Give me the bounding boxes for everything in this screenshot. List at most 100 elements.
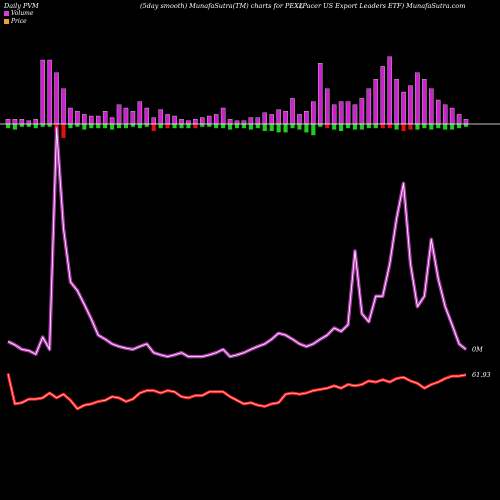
volume-bar-down <box>241 124 247 129</box>
volume-bar-down <box>26 124 31 127</box>
volume-bar-down <box>436 124 441 129</box>
volume-bar-up <box>352 104 358 125</box>
volume-bar-up <box>262 112 267 125</box>
volume-bar-down <box>227 124 233 130</box>
volume-bar-down <box>262 124 267 131</box>
volume-bar-up <box>109 117 115 125</box>
volume-bar-up <box>89 115 94 125</box>
volume-bar-down <box>158 124 163 129</box>
volume-bar-down <box>255 124 260 129</box>
volume-bar-up <box>436 99 441 125</box>
volume-bar-up <box>297 114 302 125</box>
volume-bar-up <box>290 98 295 125</box>
volume-bar-down <box>47 124 52 127</box>
volume-bar-down <box>394 124 399 130</box>
volume-bar-up <box>324 88 330 125</box>
volume-bar-down <box>12 124 18 130</box>
volume-bar-down <box>304 124 309 133</box>
price-line <box>6 373 467 411</box>
volume-bar-down <box>339 124 344 131</box>
volume-bar-down <box>144 124 149 127</box>
volume-bar-up <box>255 117 261 125</box>
volume-bar-up <box>345 101 351 125</box>
volume-bar-down <box>408 124 413 130</box>
volume-bar-up <box>442 104 448 125</box>
volume-bar-up <box>449 107 455 125</box>
volume-bar-up <box>165 114 170 125</box>
volume-bar-up <box>331 104 337 125</box>
volume-bar-down <box>123 124 129 129</box>
volume-bar-up <box>40 59 45 125</box>
volume-bar-up <box>95 115 101 125</box>
volume-bar-up <box>401 91 406 125</box>
volume-bar-down <box>443 124 448 130</box>
volume-bar-down <box>318 124 323 127</box>
volume-bar-down <box>165 124 170 129</box>
volume-bar-up <box>54 72 59 125</box>
volume-bar-up <box>359 98 365 125</box>
volume-bar-down <box>89 124 94 129</box>
volume-bar-down <box>380 124 385 129</box>
volume-bar-down <box>186 124 191 129</box>
volume-bar-up <box>387 56 392 125</box>
volume-bar-up <box>19 119 25 125</box>
volume-bar-down <box>429 124 434 130</box>
volume-bar-down <box>179 124 184 129</box>
volume-bar-up <box>276 109 281 125</box>
volume-bar-down <box>137 124 142 129</box>
volume-bar-up <box>75 111 80 125</box>
volume-bar-up <box>408 85 413 125</box>
volume-bar-up <box>422 79 427 125</box>
volume-bar-down <box>103 124 108 129</box>
chart-header-left: Daily PVM <box>4 2 39 10</box>
volume-bar-down <box>221 124 226 129</box>
volume-bar-down <box>450 124 455 130</box>
volume-bar-up <box>366 88 372 125</box>
volume-bar-down <box>116 124 122 129</box>
volume-bar-up <box>415 72 420 125</box>
legend-volume: Volume <box>4 10 33 17</box>
volume-bar-down <box>297 124 302 130</box>
volume-bar-down <box>40 124 45 127</box>
volume-line-highlight <box>7 127 467 358</box>
volume-bar-down <box>401 124 406 131</box>
volume-bar-up <box>394 79 399 125</box>
volume-bar-down <box>207 124 212 127</box>
volume-bar-down <box>283 124 288 133</box>
volume-bar-up <box>144 107 150 125</box>
volume-bar-up <box>304 111 309 125</box>
volume-end-label: 0M <box>472 345 483 353</box>
volume-bar-down <box>387 124 392 129</box>
volume-bar-down <box>290 124 295 129</box>
volume-bar-down <box>248 124 253 130</box>
volume-bar-up <box>429 88 434 125</box>
volume-bar-up <box>179 119 184 125</box>
volume-bar-up <box>82 114 87 125</box>
volume-bar-up <box>269 114 274 125</box>
volume-bar-up <box>207 115 212 125</box>
legend-price-swatch <box>4 19 9 24</box>
chart-header-center: (5day smooth) MunafaSutra(TM) charts for… <box>140 2 304 10</box>
volume-bar-down <box>96 124 101 129</box>
volume-bar-down <box>325 124 330 129</box>
volume-bar-down <box>415 124 420 130</box>
volume-bar-up <box>213 114 219 125</box>
volume-bar-down <box>269 124 274 131</box>
volume-bar-up <box>186 120 191 125</box>
volume-bar-up <box>373 79 379 125</box>
volume-bar-up <box>283 111 288 125</box>
volume-bar-down <box>110 124 115 130</box>
volume-bar-up <box>61 88 66 125</box>
chart-header-right: (Pacer US Export Leaders ETF) MunafaSutr… <box>300 2 466 10</box>
volume-bar-down <box>373 124 378 129</box>
volume-bar-down <box>68 124 73 129</box>
volume-bar-up <box>220 107 226 125</box>
volume-bar-up <box>47 59 52 125</box>
volume-bar-up <box>130 111 136 125</box>
volume-bar-down <box>75 124 80 127</box>
legend-price-label: Price <box>11 18 27 25</box>
price-line-highlight <box>7 373 467 410</box>
volume-bar-up <box>227 119 233 125</box>
